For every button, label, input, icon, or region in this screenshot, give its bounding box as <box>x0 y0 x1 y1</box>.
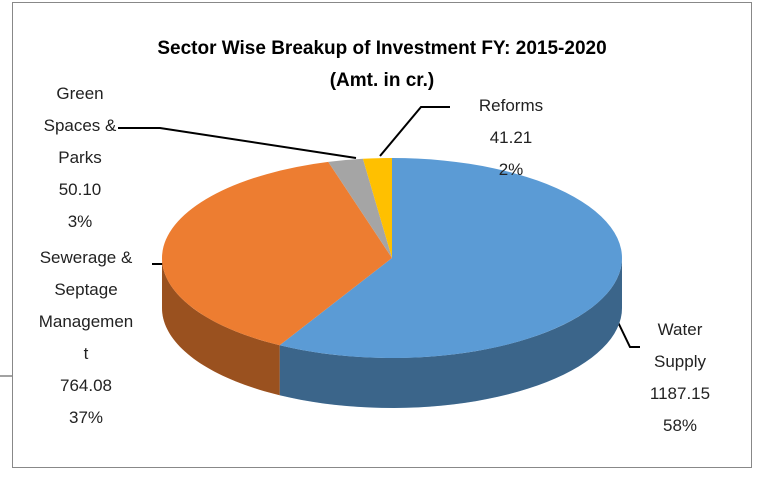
slice-side <box>162 258 280 396</box>
slice-side-shade <box>162 258 280 396</box>
pie-top <box>162 158 622 359</box>
data-label: Sewerage & Septage Management 764.08 37% <box>38 242 134 434</box>
chart-subtitle: (Amt. in cr.) <box>329 70 435 91</box>
chart-frame <box>12 2 752 468</box>
slice <box>328 158 392 258</box>
slice-side-face <box>279 258 622 408</box>
value-label: 50.10 <box>58 180 102 199</box>
value-label: 1187.15 <box>649 384 711 403</box>
slice <box>162 161 392 346</box>
category-label: Sewerage & Septage Management <box>38 248 134 363</box>
category-label: Reforms <box>478 96 544 115</box>
data-label: Water Supply 1187.15 58% <box>640 314 720 442</box>
data-label: Green Spaces & Parks 50.10 3% <box>32 78 128 238</box>
leader-line <box>379 106 450 157</box>
percent-label: 3% <box>67 212 93 231</box>
slice <box>362 158 392 258</box>
chart-title: Sector Wise Breakup of Investment FY: 20… <box>157 38 607 59</box>
percent-label: 58% <box>662 416 698 435</box>
percent-label: 37% <box>68 408 104 427</box>
value-label: 41.21 <box>489 128 533 147</box>
pie-sides <box>162 258 622 408</box>
percent-label: 2% <box>498 160 524 179</box>
category-label: Green Spaces & Parks <box>43 84 117 167</box>
value-label: 764.08 <box>60 376 112 395</box>
slice <box>279 158 622 359</box>
slice-side <box>279 258 622 408</box>
slice-side-shade <box>279 258 622 408</box>
slice-side-face <box>162 258 280 396</box>
leader-line <box>615 317 640 348</box>
leader-line <box>118 127 357 159</box>
category-label: Water Supply <box>654 320 706 371</box>
data-label: Reforms 41.21 2% <box>456 90 566 186</box>
